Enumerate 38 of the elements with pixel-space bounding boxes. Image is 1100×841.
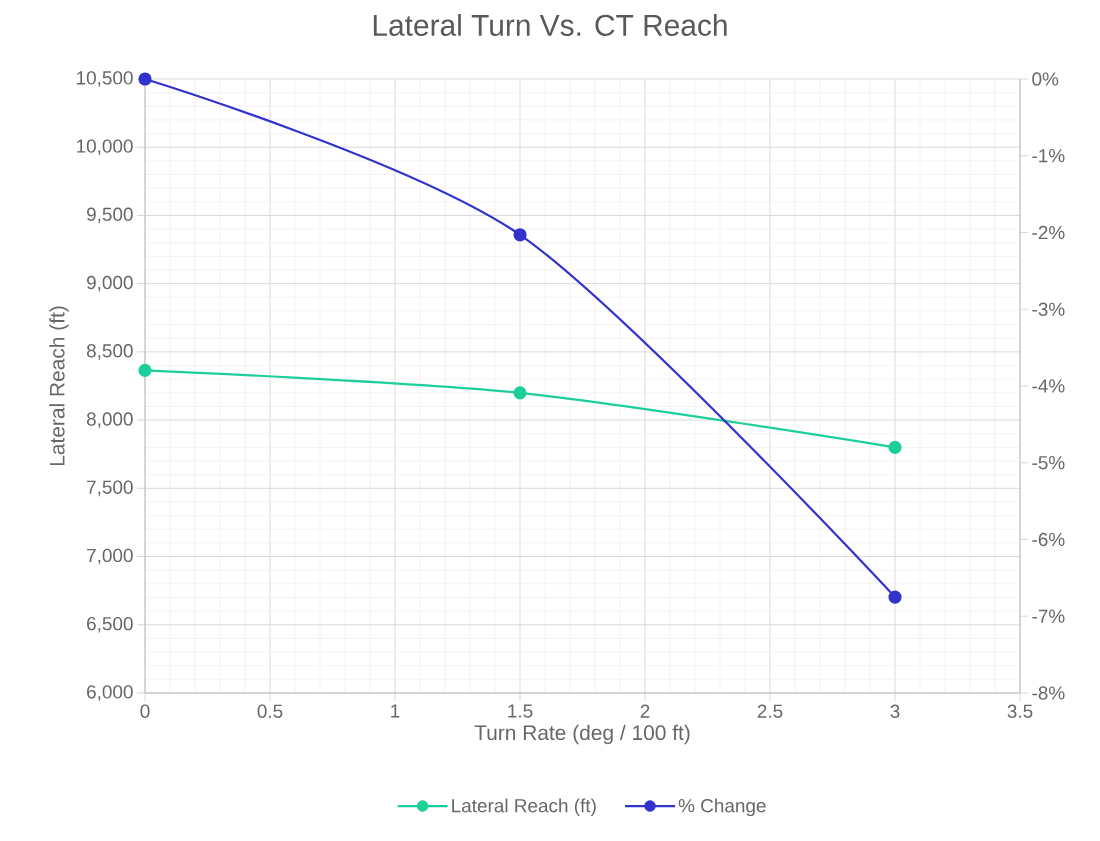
- x-tick-label: 2: [640, 704, 650, 718]
- y-tick-label: 9,500: [87, 207, 133, 224]
- y-tick-label: 8,500: [86, 344, 133, 360]
- point: [888, 440, 902, 454]
- y2-tick-label: -6%: [1032, 532, 1065, 547]
- y2-tick-label: 0%: [1032, 72, 1059, 86]
- y2-tick-label: -8%: [1032, 686, 1065, 700]
- y-tick-label: 10,500: [77, 71, 133, 87]
- y2-tick-label: -4%: [1032, 379, 1065, 393]
- point: [513, 228, 527, 242]
- y-tick-label: 7,500: [87, 480, 133, 497]
- x-tick-label: 3.5: [1007, 704, 1033, 718]
- x-axis-title: Turn Rate (deg / 100 ft): [474, 724, 690, 745]
- point: [513, 386, 527, 400]
- y-tick-label: 6,000: [87, 685, 133, 701]
- y2-tick-label: -1%: [1032, 149, 1065, 163]
- y-axis-title: Lateral Reach (ft): [49, 306, 69, 466]
- legend-label: Lateral Reach (ft): [452, 798, 596, 817]
- y2-tick-label: -2%: [1032, 225, 1065, 240]
- x-tick-label: 3: [890, 704, 900, 718]
- point: [138, 363, 152, 377]
- y-tick-label: 9,000: [87, 275, 133, 292]
- x-tick-label: 1.5: [508, 704, 533, 718]
- x-tick-label: 1: [391, 704, 400, 718]
- chart-title: Lateral Turn Vs. CT Reach: [373, 14, 727, 36]
- y-tick-label: 6,500: [87, 616, 133, 633]
- x-tick-label: 0.5: [257, 704, 283, 718]
- y-tick-label: 10,000: [77, 139, 133, 156]
- y-tick-label: 7,000: [87, 548, 133, 565]
- legend-label: % Change: [678, 798, 766, 817]
- y-tick-label: 8,000: [86, 412, 133, 428]
- y2-tick-label: -3%: [1032, 302, 1065, 316]
- x-tick-label: 2.5: [757, 704, 783, 718]
- y2-tick-label: -7%: [1032, 609, 1065, 623]
- y2-tick-label: -5%: [1032, 456, 1065, 470]
- x-tick-label: 0: [140, 704, 150, 718]
- point: [888, 590, 902, 604]
- point: [138, 72, 152, 86]
